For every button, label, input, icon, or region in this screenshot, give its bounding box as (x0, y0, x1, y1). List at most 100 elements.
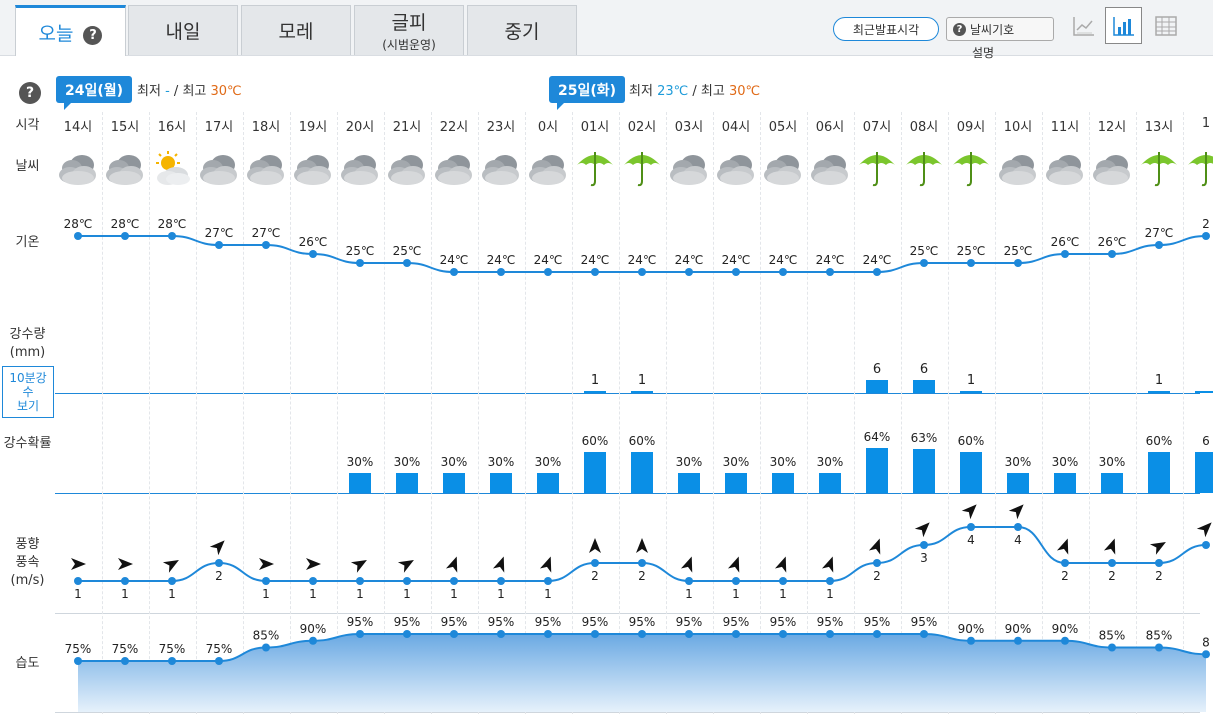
humidity-point (1202, 650, 1210, 659)
temperature-label: 28℃ (111, 217, 140, 231)
precip-label: 6 (920, 362, 928, 377)
cloudy-icon (764, 155, 801, 185)
wind-arrow-icon (680, 556, 693, 573)
cloudy-icon (106, 155, 143, 185)
wind-arrow-icon (1056, 538, 1069, 555)
probability-label: 30% (1099, 455, 1126, 469)
ten-min-label-1: 10분강 (9, 371, 47, 385)
column-divider (525, 112, 526, 714)
prob-baseline (55, 493, 1200, 494)
wind-separator (55, 613, 1200, 614)
temperature-label: 25℃ (346, 244, 375, 258)
wind-speed-label: 1 (74, 587, 82, 601)
hour-label: 15시 (110, 120, 140, 135)
weather-legend-button[interactable]: ? 날씨기호 (946, 17, 1054, 41)
temperature-point (591, 268, 599, 276)
hour-label: 09시 (956, 120, 986, 135)
wind-speed-point (873, 559, 881, 567)
recent-release-button[interactable]: 최근발표시각 (833, 17, 939, 41)
wind-speed-label: 1 (168, 587, 176, 601)
umbrella-icon (1183, 148, 1213, 190)
humidity-point (544, 630, 552, 638)
column-divider (995, 112, 996, 714)
ten-minute-precip-button[interactable]: 10분강 수 보기 (2, 366, 54, 418)
humidity-point (309, 636, 317, 645)
humidity-label: 90% (958, 622, 985, 636)
temperature-point (1061, 250, 1069, 258)
humidity-point (638, 630, 646, 638)
temperature-point (356, 259, 364, 267)
humidity-point (1014, 636, 1022, 645)
probability-bar (1007, 473, 1029, 493)
cloudy-icon (102, 148, 148, 190)
temperature-point (638, 268, 646, 276)
wind-speed-point (920, 541, 928, 549)
humidity-label: 95% (864, 615, 891, 629)
bar-chart-view-button[interactable] (1105, 7, 1142, 44)
help-icon[interactable]: ? (19, 82, 41, 104)
wind-speed-point (450, 577, 458, 585)
temperature-point (732, 268, 740, 276)
cloudy-icon (1093, 155, 1130, 185)
precip-label: 6 (873, 362, 881, 377)
help-icon[interactable]: ? (83, 25, 103, 45)
humidity-point (967, 636, 975, 645)
wind-arrow-icon (821, 556, 834, 573)
hour-label: 06시 (815, 120, 845, 135)
column-divider (290, 112, 291, 714)
cloudy-icon (717, 155, 754, 185)
probability-bar (678, 473, 700, 493)
hour-label: 17시 (204, 120, 234, 135)
wind-arrow-icon (1008, 504, 1024, 520)
wind-speed-label: 1 (121, 587, 129, 601)
humidity-label: 95% (488, 615, 515, 629)
min-label: 최저 (137, 84, 161, 99)
column-divider (1089, 112, 1090, 714)
table-view-button[interactable] (1147, 7, 1184, 44)
tab-day-after[interactable]: 모레 (241, 5, 351, 55)
tab-midterm[interactable]: 중기 (467, 5, 577, 55)
temperature-point (403, 259, 411, 267)
humidity-point (732, 630, 740, 638)
tab-third-day[interactable]: 글피 (시범운영) (354, 5, 464, 55)
humidity-point (403, 630, 411, 638)
wind-speed-label: 2 (873, 569, 881, 583)
wind-speed-label: 1 (826, 587, 834, 601)
wind-arrow-icon (1008, 504, 1024, 520)
wind-arrow-icon (868, 538, 881, 555)
precip-baseline (55, 393, 1200, 394)
wind-arrow-icon (1196, 522, 1212, 538)
hour-label: 16시 (157, 120, 187, 135)
humidity-point (779, 630, 787, 638)
hour-label: 1 (1201, 116, 1211, 131)
humidity-label: 90% (300, 622, 327, 636)
temperature-label: 25℃ (393, 244, 422, 258)
probability-bar (866, 448, 888, 493)
column-divider (243, 112, 244, 714)
hour-label: 11시 (1050, 120, 1080, 135)
umbrella-icon (859, 152, 895, 187)
probability-label: 60% (582, 434, 609, 448)
wind-arrow-icon (636, 538, 648, 553)
wind-speed-label: 4 (967, 533, 975, 547)
tab-tomorrow[interactable]: 내일 (128, 5, 238, 55)
column-divider (713, 112, 714, 714)
temperature-label: 27℃ (252, 226, 281, 240)
wind-speed-label: 1 (732, 587, 740, 601)
wind-arrow-icon (914, 522, 930, 538)
cloudy-icon (478, 148, 524, 190)
probability-label: 63% (911, 431, 938, 445)
legend-help-icon: ? (953, 22, 966, 36)
humidity-label: 75% (112, 642, 139, 656)
humidity-point (215, 657, 223, 665)
wind-speed-point (1014, 523, 1022, 531)
probability-label: 30% (1052, 455, 1079, 469)
table-icon (1154, 15, 1177, 36)
line-chart-view-button[interactable] (1065, 7, 1102, 44)
precip-label: 강수량 (9, 327, 46, 342)
temperature-label: 2 (1202, 217, 1210, 231)
cloudy-icon (247, 155, 284, 185)
tab-today-label: 오늘 (38, 22, 74, 45)
cloudy-icon (807, 148, 853, 190)
tab-today[interactable]: 오늘? (15, 5, 126, 56)
